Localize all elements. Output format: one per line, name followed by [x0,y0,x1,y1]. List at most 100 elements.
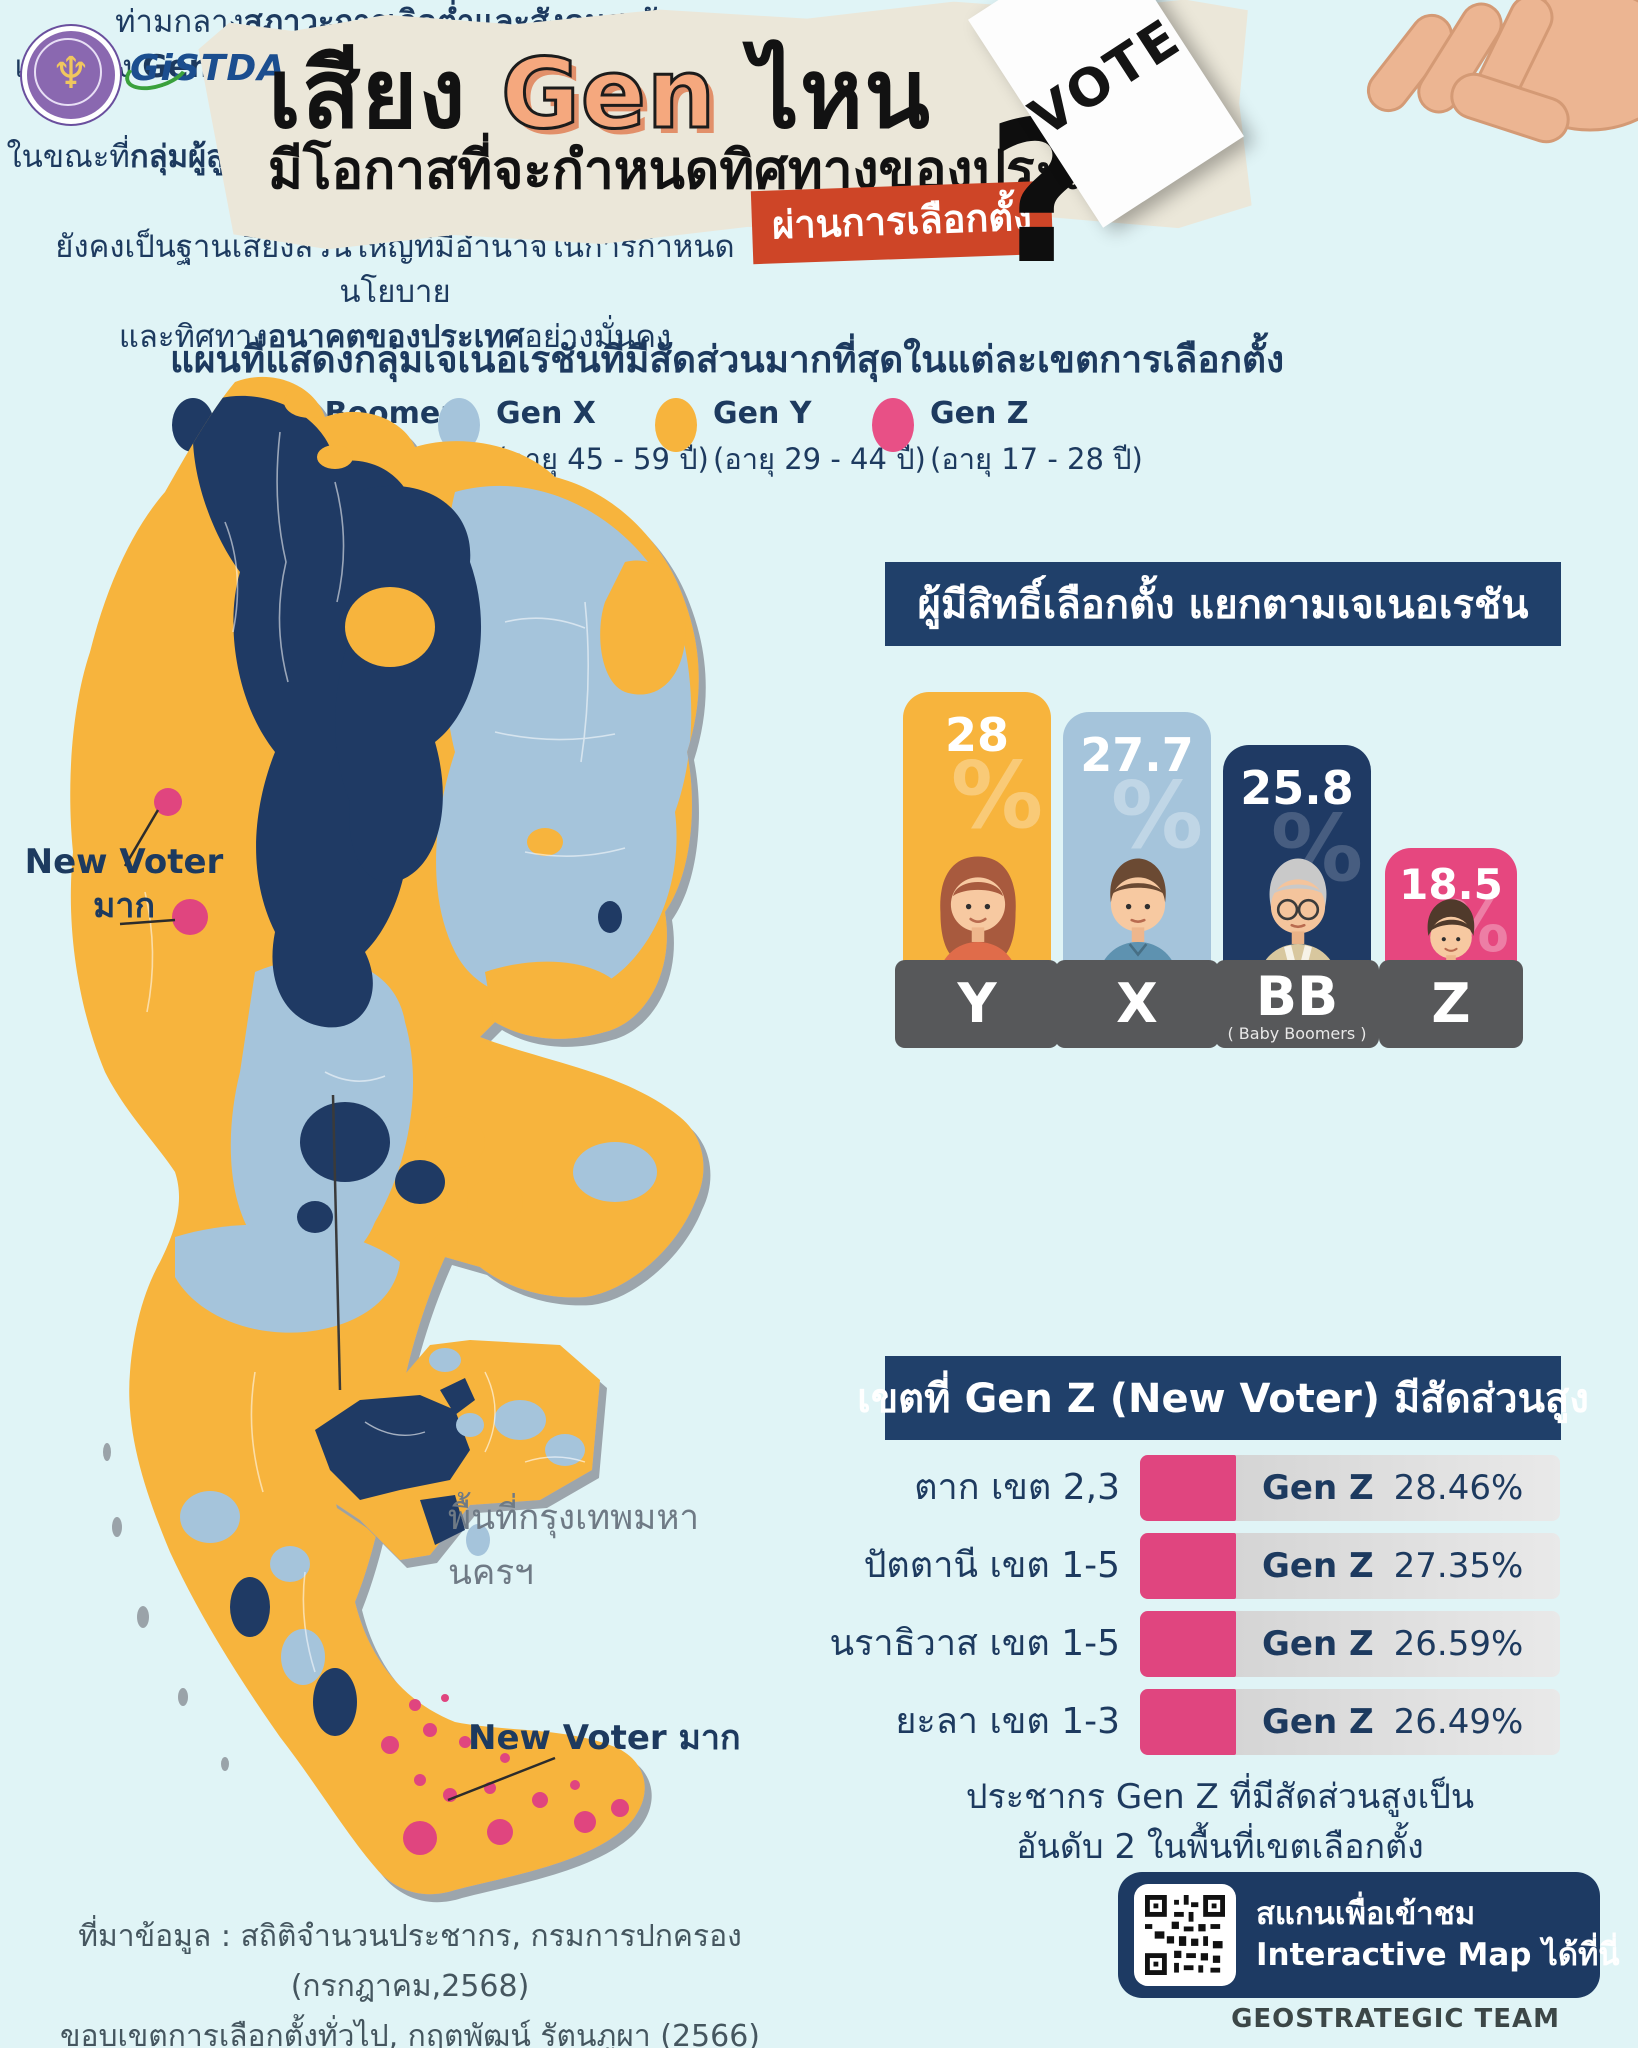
bar-letter: Z [1431,972,1471,1035]
map-patch-gen-y [600,560,686,695]
percent-ghost: % [1110,762,1203,869]
map-patch-gen-y [467,1178,523,1226]
table-row: Gen Z 26.59% [1140,1611,1560,1677]
table-row-label: ตาก เขต 2,3 [914,1467,1120,1508]
table-row-group: Gen Z [1262,1702,1374,1742]
map-caption: แผนที่แสดงกลุ่มเจเนอเรชันที่มีสัดส่วนมาก… [170,338,1285,381]
bar-letter: Y [957,972,997,1035]
bangkok-inset-connector [331,1094,342,1391]
footnote-line: ประชากร Gen Z ที่มีสัดส่วนสูงเป็น [965,1777,1475,1817]
map-patch-baby-boomers [230,1577,270,1637]
credit-text: GEOSTRATEGIC TEAM [1231,2004,1560,2034]
title-suffix: ไหน [716,38,931,150]
insight-line: และทิศทางอนาคตของประเทศอย่างมั่นคง [118,319,672,355]
map-patch-baby-boomers [313,1668,357,1736]
gistda-logo-text: GiSTDA [130,48,287,89]
vote-card-text: VOTE [1019,7,1193,149]
genz-panel-header: เขตที่ Gen Z (New Voter) มีสัดส่วนสูง [857,1356,1589,1440]
genz-footnote: ประชากร Gen Z ที่มีสัดส่วนสูงเป็น อันดับ… [850,1772,1590,1872]
hand-icon [1366,0,1638,144]
table-row-value: 28.46% [1393,1468,1524,1508]
annotation-new-voter-south: New Voter มาก [468,1718,741,1758]
map-patch-gen-y [345,587,435,667]
page-title: เสียง Gen ไหน [268,18,931,170]
electorate-panel-header: ผู้มีสิทธิ์เลือกตั้ง แยกตามเจเนอเรชัน [885,562,1561,646]
thailand-choropleth-map [70,376,704,1895]
annotation-bangkok-area: พื้นที่กรุงเทพมหานครฯ [448,1498,700,1593]
district-borders [144,431,626,1673]
annotation-lines [119,809,556,1802]
bar-letter: X [1116,972,1158,1035]
source-line: ที่มาข้อมูล : สถิติจำนวนประชากร, กรมการป… [78,1919,742,2004]
legend-label: Gen X [496,396,596,431]
map-region-gen-x-upper-peninsula [175,1224,400,1333]
table-row: Gen Z 26.49% [1140,1689,1560,1755]
table-row: Gen Z 28.46% [1140,1455,1560,1521]
bar-label-gen-z: Z [1379,960,1523,1048]
qr-panel: สแกนเพื่อเข้าชม Interactive Map ได้ที่นี… [1118,1872,1620,1998]
islands [103,1443,229,1771]
title-prefix: เสียง [268,38,501,150]
map-patch-baby-boomers [395,1160,445,1204]
table-row-group: Gen Z [1262,1546,1374,1586]
map-patch-gen-x [180,1491,240,1543]
bar-label-gen-x: X [1055,960,1219,1048]
map-patch-baby-boomers [598,901,622,933]
qr-code-icon [1145,1895,1225,1975]
annotation-line: มาก [92,886,156,926]
legend-label: Gen Z [930,396,1029,431]
map-patch-baby-boomers [297,1201,333,1233]
footnote-line: อันดับ 2 ในพื้นที่เขตเลือกตั้ง [1016,1827,1424,1867]
annotation-line: New Voter [24,842,224,882]
table-row-value: 27.35% [1393,1546,1524,1586]
qr-code-tile [1134,1884,1236,1986]
legend-label: Gen Y [713,396,812,431]
gen-z-swatch-icon [1140,1689,1236,1755]
percent-ghost: % [950,742,1043,849]
qr-caption-line: Interactive Map ได้ที่นี่ [1256,1937,1620,1973]
table-row-label: ปัตตานี เขต 1-5 [863,1545,1120,1586]
data-source-text: ที่มาข้อมูล : สถิติจำนวนประชากร, กรมการป… [40,1912,780,2048]
gistda-logo: GiSTDA [120,44,287,98]
map-patch-gen-x [281,1629,325,1685]
gen-z-dot-icon [872,398,914,452]
table-row: Gen Z 27.35% [1140,1533,1560,1599]
map-patch-baby-boomers [335,485,482,883]
map-patch-gen-x [270,1546,310,1582]
qr-caption-line: สแกนเพื่อเข้าชม [1256,1896,1476,1932]
table-row-label: ยะลา เขต 1-3 [895,1701,1120,1742]
map-patch-baby-boomers [300,1102,390,1182]
table-row-group: Gen Z [1262,1468,1374,1508]
map-patch-gen-y [317,445,353,469]
bar-label-gen-y: Y [895,960,1059,1048]
university-seal-icon: ♆ [22,26,120,124]
gen-y-dot-icon [655,398,697,452]
title-gen-highlight: Gen [499,37,717,152]
bar-value: 25.8 [1240,761,1354,815]
bar-value: 28 [944,708,1009,762]
bar-letter-note: ( Baby Boomers ) [1227,1024,1367,1043]
source-line: ขอบเขตการเลือกตั้งทั่วไป, กฤตพัฒน์ รัตนภ… [59,2019,761,2048]
table-row-label: นราธิวาส เขต 1-5 [829,1623,1120,1664]
table-row-value: 26.49% [1393,1702,1524,1742]
trident-icon: ♆ [51,48,91,100]
bar-value: 27.7 [1080,728,1194,782]
map-patch-gen-y [429,1230,481,1274]
gen-z-swatch-icon [1140,1533,1236,1599]
legend-sub: (อายุ 17 - 28 ปี) [930,442,1143,476]
map-region-gen-x-east [573,1142,657,1202]
map-patch-gen-y [485,961,625,1037]
bar-letter: BB [1255,965,1339,1028]
map-patch-gen-y [425,1116,485,1168]
bar-label-baby-boomers: BB ( Baby Boomers ) [1215,960,1379,1048]
bar-value: 18.5 [1399,860,1503,909]
gen-z-circles [154,788,629,1855]
table-row-group: Gen Z [1262,1624,1374,1664]
gen-z-swatch-icon [1140,1455,1236,1521]
table-row-value: 26.59% [1393,1624,1524,1664]
qr-caption: สแกนเพื่อเข้าชม Interactive Map ได้ที่นี… [1256,1894,1620,1976]
map-patch-gen-y [527,828,563,856]
annotation-new-voter-west: New Voter มาก [14,840,234,928]
bangkok-inset-districts [315,1348,586,1556]
